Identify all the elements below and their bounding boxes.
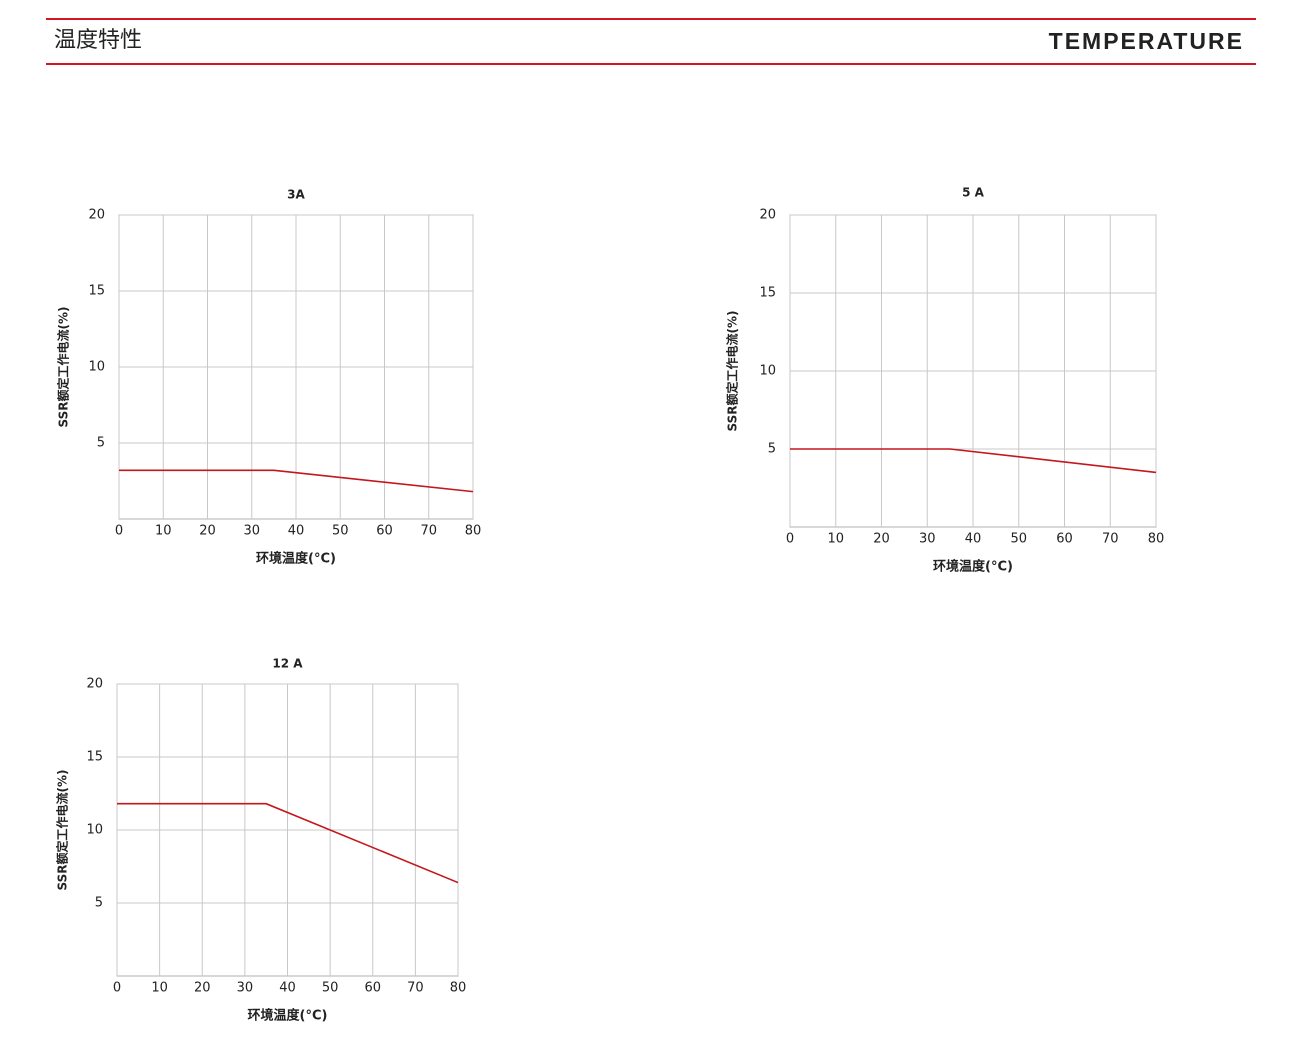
y-axis-label: SSR额定工作电流(%) [725, 311, 740, 432]
x-tick-label: 0 [115, 524, 123, 539]
x-tick-label: 20 [873, 532, 890, 547]
x-tick-label: 10 [827, 532, 844, 547]
data-line [790, 448, 1157, 474]
x-axis-label: 环境温度(°C) [256, 551, 336, 567]
x-tick-label: 40 [288, 524, 305, 539]
y-tick-label: 10 [88, 360, 105, 375]
chart-title: 12 A [272, 657, 303, 671]
x-tick-label: 60 [1056, 532, 1073, 547]
x-tick-label: 0 [786, 532, 794, 547]
y-tick-label: 5 [97, 436, 105, 451]
x-tick-label: 30 [243, 524, 260, 539]
x-tick-label: 80 [450, 981, 467, 996]
y-tick-label: 20 [88, 208, 105, 223]
y-tick-label: 5 [95, 896, 103, 911]
x-tick-label: 50 [322, 981, 339, 996]
x-tick-label: 60 [364, 981, 381, 996]
x-tick-label: 40 [279, 981, 296, 996]
y-tick-label: 10 [759, 364, 776, 379]
y-axis-label: SSR额定工作电流(%) [56, 307, 71, 428]
y-tick-label: 20 [759, 208, 776, 223]
chart-title: 5 A [962, 186, 985, 200]
x-tick-label: 70 [1102, 532, 1119, 547]
header-title-en: TEMPERATURE [1049, 28, 1244, 54]
x-tick-label: 20 [199, 524, 216, 539]
y-axis-label: SSR额定工作电流(%) [55, 770, 70, 891]
x-tick-label: 30 [237, 981, 254, 996]
y-tick-label: 5 [768, 442, 776, 457]
x-tick-label: 80 [465, 524, 482, 539]
data-line [117, 802, 459, 884]
x-tick-label: 70 [407, 981, 424, 996]
header-rule-bottom [46, 63, 1256, 65]
header-rule-top [46, 18, 1256, 20]
x-axis-label: 环境温度(°C) [248, 1008, 328, 1024]
y-tick-label: 10 [86, 823, 103, 838]
y-tick-label: 20 [86, 677, 103, 692]
x-tick-label: 40 [965, 532, 982, 547]
x-tick-label: 50 [332, 524, 349, 539]
y-tick-label: 15 [88, 284, 105, 299]
x-tick-label: 20 [194, 981, 211, 996]
x-tick-label: 30 [919, 532, 936, 547]
x-tick-label: 50 [1010, 532, 1027, 547]
x-tick-label: 80 [1148, 532, 1165, 547]
x-tick-label: 60 [376, 524, 393, 539]
x-tick-label: 0 [113, 981, 121, 996]
y-tick-label: 15 [759, 286, 776, 301]
chart-title: 3A [287, 188, 305, 202]
x-tick-label: 10 [155, 524, 172, 539]
x-tick-label: 70 [420, 524, 437, 539]
header-title-cn: 温度特性 [54, 28, 142, 53]
x-tick-label: 10 [151, 981, 168, 996]
x-axis-label: 环境温度(°C) [933, 559, 1013, 575]
data-line [119, 469, 474, 493]
y-tick-label: 15 [86, 750, 103, 765]
